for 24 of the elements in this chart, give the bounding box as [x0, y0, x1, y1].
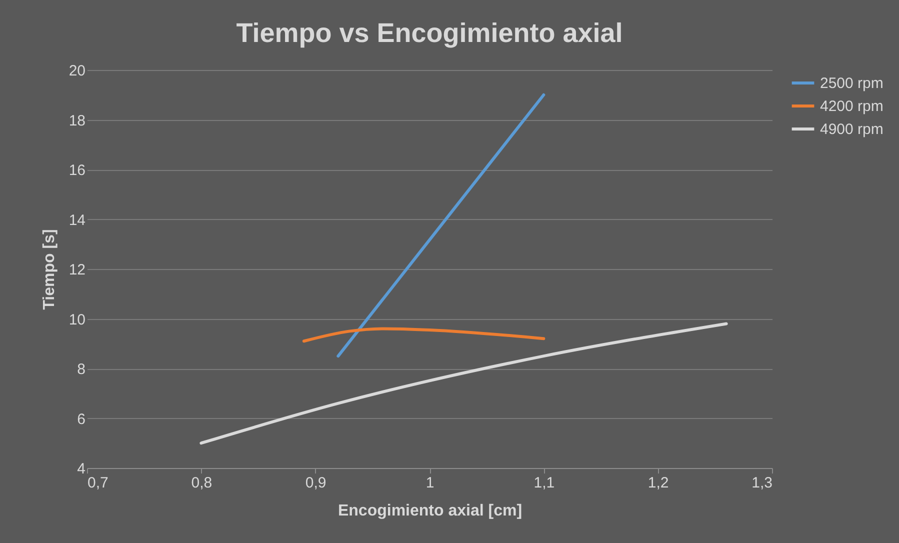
legend-label: 4200 rpm [820, 98, 884, 115]
x-tick-label: 1 [426, 474, 434, 492]
x-tick-label: 1,1 [534, 474, 555, 492]
x-tick-label: 0,7 [88, 474, 108, 492]
y-tick-label: 18 [68, 112, 86, 130]
y-tick-label: 10 [68, 311, 86, 328]
y-axis-title: Tiempo [s] [40, 229, 58, 310]
x-tick-label: 1,3 [752, 474, 772, 492]
x-tick-label: 0,8 [191, 474, 212, 492]
x-tick-label: 1,2 [648, 474, 669, 492]
y-tick-label: 20 [68, 62, 86, 80]
y-tick-label: 14 [68, 212, 86, 229]
y-tick-label: 16 [68, 162, 86, 179]
line-series [302, 327, 546, 343]
x-axis-title: Encogimiento axial [cm] [338, 502, 522, 520]
legend-label: 4900 rpm [820, 121, 884, 138]
line-series [200, 322, 728, 445]
x-tick-label: 0,9 [305, 474, 326, 492]
legend-label: 2500 rpm [820, 75, 884, 92]
chart-title: Tiempo vs Encogimiento axial [236, 18, 623, 48]
y-tick-label: 4 [77, 460, 86, 478]
y-tick-label: 8 [77, 361, 86, 378]
y-tick-label: 6 [77, 410, 86, 428]
y-tick-label: 12 [68, 262, 86, 278]
